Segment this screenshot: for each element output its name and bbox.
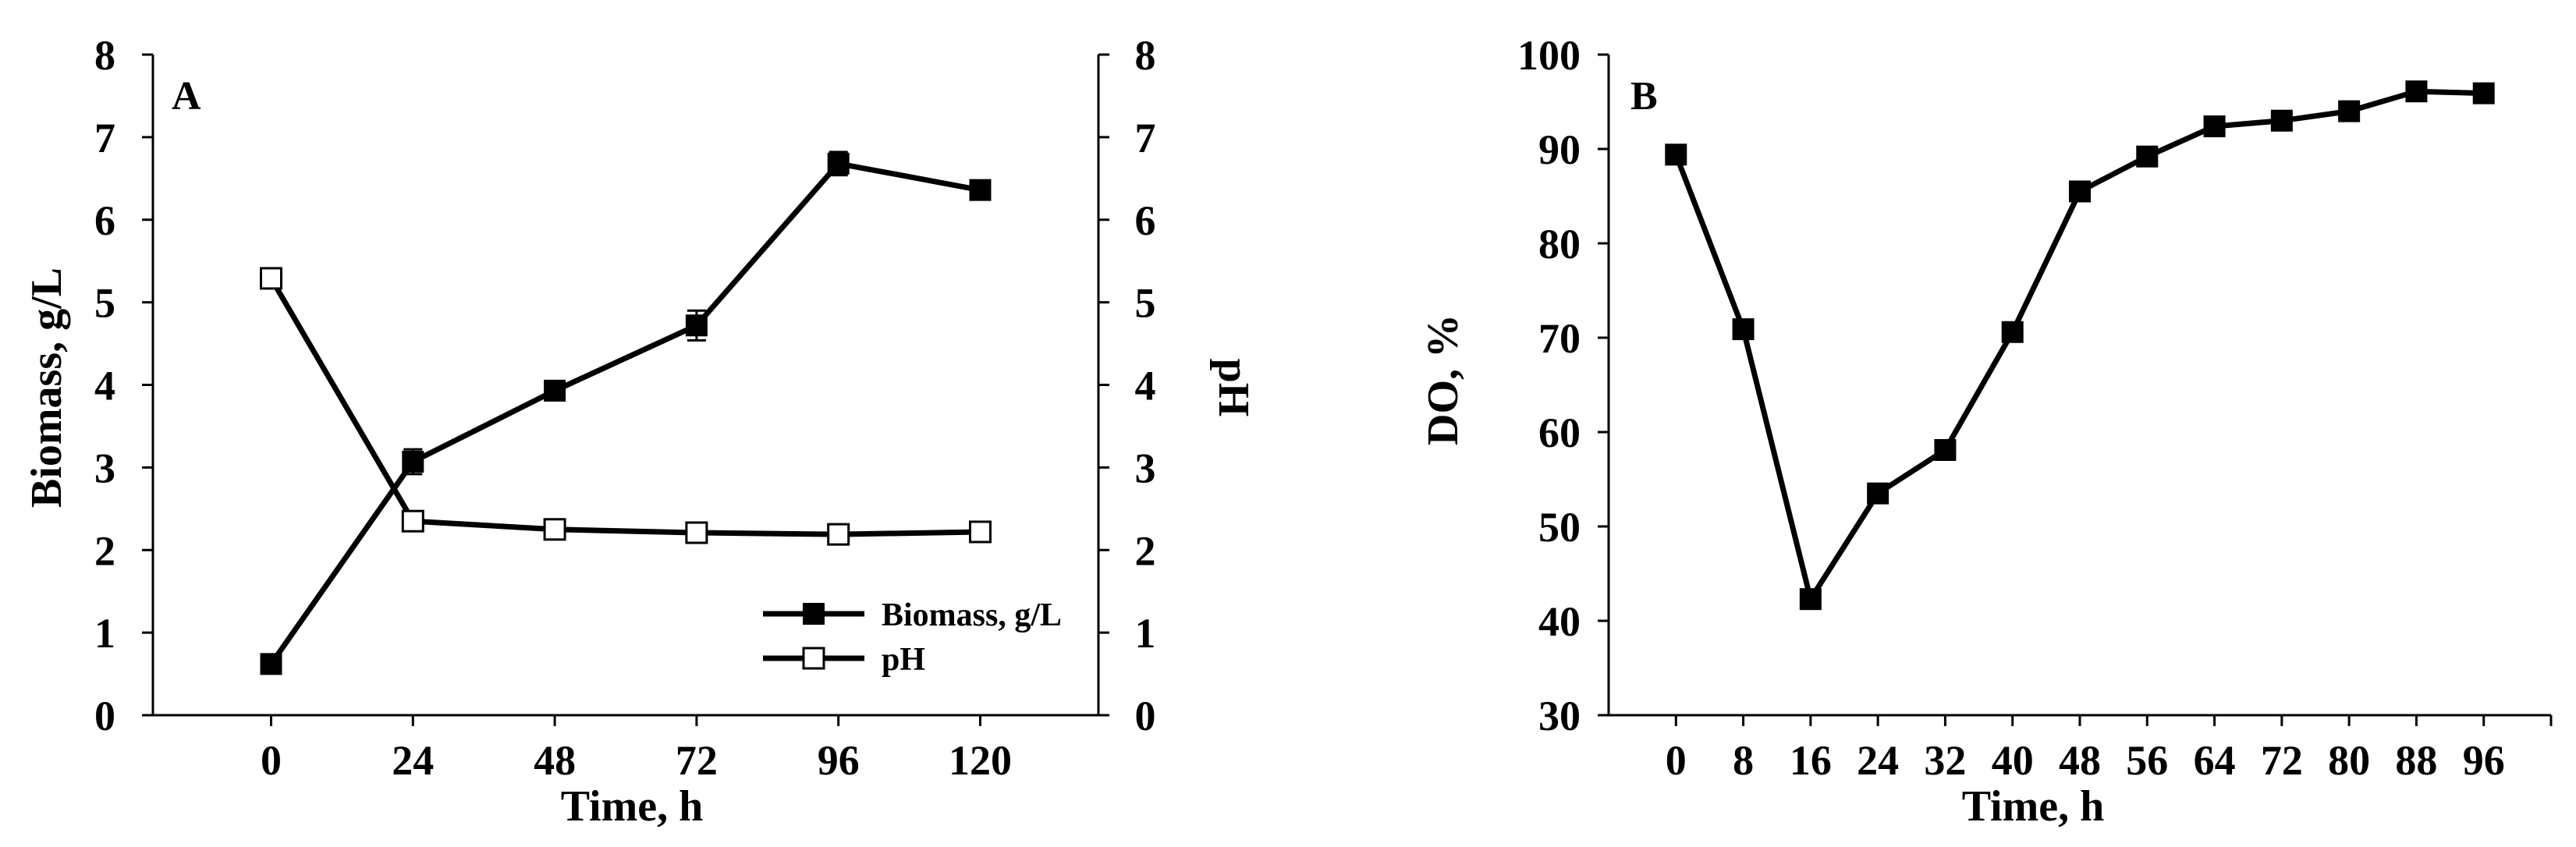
legend-biomass-label: Biomass, g/L	[882, 597, 1062, 633]
panel-b-x-tick-label: 32	[1924, 737, 1966, 784]
legend-ph-marker	[802, 647, 825, 670]
panel-a-left-tick-label: 3	[94, 445, 115, 491]
panel-b-y-axis-title: DO, %	[1419, 314, 1467, 445]
panel-a-left-tick-label: 6	[94, 197, 115, 244]
ph-point	[260, 267, 282, 290]
chart-panel-b: B Time, h DO, % 30 40 50 60 70 80 90 100 0 8 16 24 3…	[1419, 32, 2553, 831]
panel-a-right-tick-label: 5	[1135, 280, 1156, 327]
panel-a-right-tick-label: 4	[1135, 363, 1156, 409]
panel-b-x-tick-label: 48	[2059, 737, 2101, 784]
chart-panel-a: A Time, h Biomass, g/L pH 0 1 2 3 4 5 6 7 8 0 1 2 3 4…	[23, 32, 1258, 831]
legend-ph-label: pH	[882, 642, 925, 678]
panel-b-y-tick-label: 60	[1538, 409, 1581, 456]
do-point	[2069, 180, 2091, 203]
panel-a-right-tick-label: 3	[1135, 445, 1156, 491]
panel-a-right-tick-label: 7	[1135, 115, 1156, 161]
panel-a-x-axis-title: Time, h	[561, 782, 704, 831]
biomass-point	[969, 179, 992, 201]
panel-a-right-tick-label: 2	[1135, 527, 1156, 574]
do-point	[2001, 321, 2024, 343]
ph-point	[685, 521, 708, 544]
do-point	[1934, 438, 1957, 461]
panel-a-left-tick-label: 5	[94, 280, 115, 327]
biomass-series-line	[268, 161, 981, 666]
panel-a-right-tick-label: 6	[1135, 197, 1156, 244]
panel-a-left-tick-label: 8	[94, 32, 115, 79]
panel-b-x-tick-label: 80	[2328, 737, 2370, 784]
do-point	[1867, 482, 1889, 505]
panel-b-x-tick-label: 8	[1733, 737, 1754, 784]
do-point	[2136, 145, 2159, 168]
do-point	[1732, 318, 1755, 341]
panel-a-legend: Biomass, g/L pH	[763, 597, 1062, 678]
biomass-point	[544, 379, 566, 402]
do-point	[1799, 588, 1822, 611]
do-point	[2405, 80, 2428, 103]
ph-point	[543, 518, 566, 541]
panel-b-x-tick-label: 16	[1790, 737, 1832, 784]
panel-a-x-tick-label: 0	[261, 737, 282, 784]
biomass-point	[260, 653, 282, 675]
panel-b-y-tick-label: 30	[1538, 693, 1581, 739]
panel-a-left-tick-label: 1	[94, 610, 115, 657]
panel-b-x-tick-label: 24	[1857, 737, 1899, 784]
panel-b-x-tick-label: 56	[2126, 737, 2168, 784]
panel-b-y-tick-label: 90	[1538, 126, 1581, 173]
do-series-line	[1673, 88, 2484, 602]
panel-b-x-tick-label: 40	[1992, 737, 2034, 784]
do-point	[2203, 115, 2226, 137]
panel-a-x-tick-label: 96	[818, 737, 860, 784]
panel-a-left-tick-label: 7	[94, 115, 115, 161]
panel-a-right-tick-label: 8	[1135, 32, 1156, 79]
panel-b-x-axis-title: Time, h	[1962, 782, 2105, 831]
ph-point	[969, 520, 992, 544]
panel-a-label: A	[172, 74, 201, 119]
biomass-point	[827, 152, 850, 175]
panel-b-x-tick-label: 88	[2395, 737, 2437, 784]
panel-a-left-tick-label: 4	[94, 363, 115, 409]
biomass-point	[402, 450, 424, 473]
panel-b-y-tick-label: 70	[1538, 315, 1581, 362]
panel-a-left-tick-label: 2	[94, 527, 115, 574]
panel-a-left-axis-title: Biomass, g/L	[23, 268, 71, 508]
ph-point	[401, 509, 424, 533]
panel-a-right-tick-label: 1	[1135, 610, 1156, 657]
panel-a-left-tick-label: 0	[94, 693, 115, 739]
panel-a-x-tick-label: 120	[949, 737, 1012, 784]
panel-a-x-tick-label: 48	[534, 737, 576, 784]
panel-b-label: B	[1630, 74, 1658, 119]
panel-b-x-tick-label: 64	[2194, 737, 2236, 784]
panel-b-y-tick-label: 100	[1517, 32, 1581, 79]
legend-biomass-marker	[803, 603, 825, 625]
panel-b-y-tick-label: 50	[1538, 504, 1581, 551]
panel-b-y-tick-label: 80	[1538, 221, 1581, 268]
do-point	[1665, 144, 1687, 166]
panel-b-y-tick-label: 40	[1538, 598, 1581, 645]
do-point	[2338, 100, 2361, 122]
ph-point	[827, 523, 850, 546]
ph-series-line	[268, 277, 981, 537]
panel-a-right-tick-label: 0	[1135, 693, 1156, 739]
do-point	[2270, 109, 2293, 132]
panel-b-x-tick-label: 0	[1666, 737, 1687, 784]
panel-a-x-tick-label: 24	[392, 737, 434, 784]
biomass-point	[685, 314, 708, 337]
panel-a-x-tick-label: 72	[676, 737, 718, 784]
panel-a-right-axis-title: pH	[1209, 359, 1258, 417]
do-point	[2472, 82, 2495, 105]
panel-b-x-tick-label: 96	[2463, 737, 2505, 784]
panel-b-x-tick-label: 72	[2261, 737, 2303, 784]
